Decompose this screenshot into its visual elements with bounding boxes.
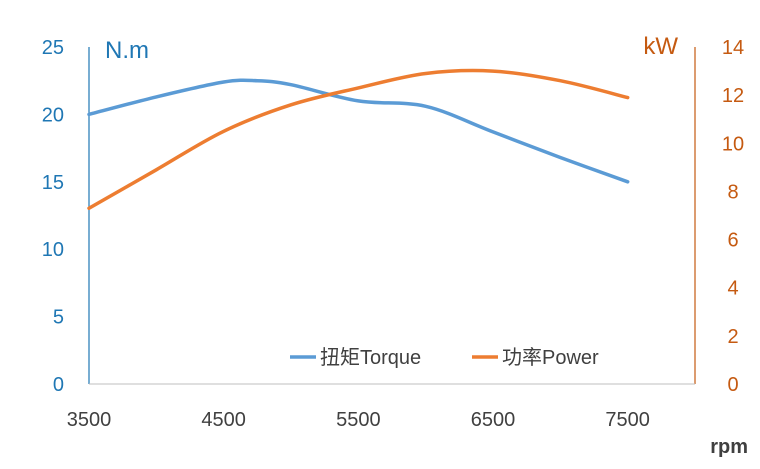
torque-line — [87, 78, 630, 184]
right-tick-label: 4 — [727, 278, 738, 300]
left-tick-label: 0 — [53, 374, 64, 396]
left-tick-label: 25 — [42, 37, 64, 59]
power-line — [87, 68, 630, 211]
left-tick-label: 10 — [42, 239, 64, 261]
axes: 0 5 10 15 20 25 0 2 4 6 8 10 12 14 3500 4500 5500 6500 750… — [42, 33, 748, 458]
x-tick-label: 4500 — [201, 409, 246, 431]
right-tick-label: 8 — [727, 181, 738, 203]
x-tick-label: 7500 — [605, 409, 650, 431]
x-tick-label: 6500 — [471, 409, 516, 431]
right-tick-label: 2 — [727, 326, 738, 348]
right-tick-label: 14 — [722, 37, 744, 59]
legend-label: 功率Power — [502, 346, 599, 369]
left-axis-unit: N.m — [105, 37, 149, 64]
x-tick-label: 3500 — [67, 409, 112, 431]
legend: 扭矩Torque 功率Power — [290, 346, 599, 369]
x-axis-label: rpm — [710, 436, 748, 458]
left-tick-label: 15 — [42, 172, 64, 194]
legend-label: 扭矩Torque — [320, 346, 421, 369]
right-tick-label: 6 — [727, 230, 738, 252]
right-tick-label: 0 — [727, 374, 738, 396]
x-tick-label: 5500 — [336, 409, 381, 431]
series-lines — [87, 68, 630, 211]
left-tick-label: 5 — [53, 307, 64, 329]
right-tick-label: 10 — [722, 133, 744, 155]
right-axis-unit: kW — [643, 33, 678, 60]
left-tick-label: 20 — [42, 104, 64, 126]
right-tick-label: 12 — [722, 85, 744, 107]
